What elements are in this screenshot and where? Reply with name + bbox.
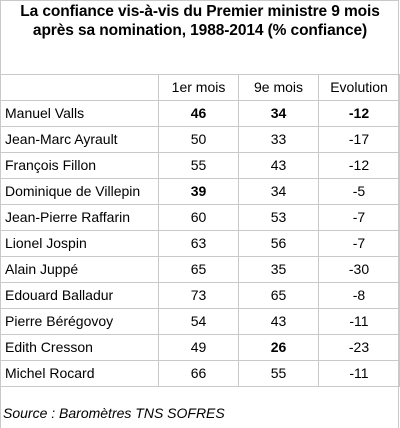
row-month1-cell: 46 — [158, 100, 239, 127]
row-month9-cell: 35 — [238, 256, 319, 283]
table-row: François Fillon 55 43 -12 — [0, 152, 400, 179]
row-month1-cell: 39 — [158, 178, 239, 205]
row-name-cell: Pierre Bérégovoy — [0, 308, 159, 335]
table-row: Dominique de Villepin 39 34 -5 — [0, 178, 400, 205]
row-month1-cell: 54 — [158, 308, 239, 335]
table-row: Jean-Marc Ayrault 50 33 -17 — [0, 126, 400, 153]
table-row: Edouard Balladur 73 65 -8 — [0, 282, 400, 309]
row-name-cell: Jean-Marc Ayrault — [0, 126, 159, 153]
row-name-cell: Dominique de Villepin — [0, 178, 159, 205]
row-name-cell: Lionel Jospin — [0, 230, 159, 257]
row-evolution-cell: -23 — [318, 334, 400, 361]
row-month9-cell: 65 — [238, 282, 319, 309]
row-month9-cell: 33 — [238, 126, 319, 153]
row-name-cell: Manuel Valls — [0, 100, 159, 127]
source-note: Source : Baromètres TNS SOFRES — [3, 405, 225, 421]
row-name-cell: Edouard Balladur — [0, 282, 159, 309]
table-row: Jean-Pierre Raffarin 60 53 -7 — [0, 204, 400, 231]
top-border — [0, 0, 399, 1]
row-month1-cell: 73 — [158, 282, 239, 309]
row-evolution-cell: -7 — [318, 204, 400, 231]
row-month9-cell: 34 — [238, 178, 319, 205]
table-body: Manuel Valls 46 34 -12 Jean-Marc Ayrault 50 33… — [0, 100, 400, 387]
table-row: Alain Juppé 65 35 -30 — [0, 256, 400, 283]
header-cell-evolution: Evolution — [318, 74, 400, 101]
row-name-cell: François Fillon — [0, 152, 159, 179]
table-row: Manuel Valls 46 34 -12 — [0, 100, 400, 127]
row-month9-cell: 53 — [238, 204, 319, 231]
row-evolution-cell: -11 — [318, 308, 400, 335]
row-name-cell: Alain Juppé — [0, 256, 159, 283]
row-month9-cell: 56 — [238, 230, 319, 257]
row-month1-cell: 63 — [158, 230, 239, 257]
data-table: 1er mois 9e mois Evolution Manuel Valls 4… — [0, 74, 400, 387]
row-month1-cell: 60 — [158, 204, 239, 231]
chart-title: La confiance vis-à-vis du Premier minist… — [20, 3, 380, 39]
table-row: Michel Rocard 66 55 -11 — [0, 360, 400, 387]
row-evolution-cell: -8 — [318, 282, 400, 309]
row-name-cell: Michel Rocard — [0, 360, 159, 387]
row-evolution-cell: -7 — [318, 230, 400, 257]
table-row: Pierre Bérégovoy 54 43 -11 — [0, 308, 400, 335]
row-month9-cell: 34 — [238, 100, 319, 127]
row-month1-cell: 66 — [158, 360, 239, 387]
header-cell-name — [0, 74, 159, 101]
row-month9-cell: 43 — [238, 152, 319, 179]
row-month9-cell: 55 — [238, 360, 319, 387]
row-name-cell: Jean-Pierre Raffarin — [0, 204, 159, 231]
row-month9-cell: 43 — [238, 308, 319, 335]
table-row: Lionel Jospin 63 56 -7 — [0, 230, 400, 257]
row-evolution-cell: -12 — [318, 100, 400, 127]
row-evolution-cell: -5 — [318, 178, 400, 205]
row-month1-cell: 65 — [158, 256, 239, 283]
row-month9-cell: 26 — [238, 334, 319, 361]
row-evolution-cell: -12 — [318, 152, 400, 179]
row-month1-cell: 55 — [158, 152, 239, 179]
header-cell-month9: 9e mois — [238, 74, 319, 101]
row-month1-cell: 49 — [158, 334, 239, 361]
table-row: Edith Cresson 49 26 -23 — [0, 334, 400, 361]
row-evolution-cell: -17 — [318, 126, 400, 153]
row-name-cell: Edith Cresson — [0, 334, 159, 361]
row-month1-cell: 50 — [158, 126, 239, 153]
row-evolution-cell: -30 — [318, 256, 400, 283]
header-cell-month1: 1er mois — [158, 74, 239, 101]
header-row: 1er mois 9e mois Evolution — [0, 74, 400, 101]
row-evolution-cell: -11 — [318, 360, 400, 387]
